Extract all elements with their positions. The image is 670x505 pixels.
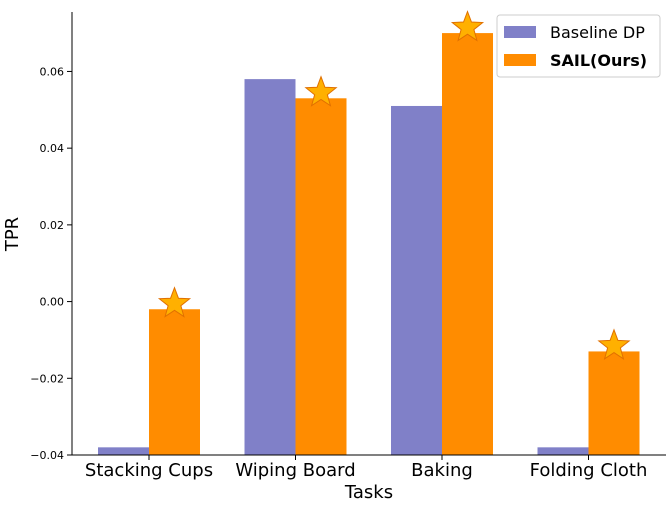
- bar-baseline-dp-folding-cloth: [537, 447, 589, 455]
- legend-swatch-sail-ours: [504, 54, 536, 66]
- x-tick-label-folding-cloth: Folding Cloth: [530, 460, 648, 481]
- x-ticks-group: Stacking Cups Wiping Board Baking Folding C…: [85, 455, 647, 481]
- bar-sail-ours-wiping-board: [295, 98, 347, 455]
- y-tick-label: 0.00: [40, 296, 65, 309]
- bar-sail-ours-baking: [442, 33, 493, 455]
- legend-label-sail-ours: SAIL(Ours): [550, 51, 647, 70]
- y-tick-label: 0.04: [40, 142, 65, 155]
- star-marker-stacking-cups: [157, 286, 192, 318]
- x-tick-label-baking: Baking: [411, 460, 473, 481]
- bar-sail-ours-folding-cloth: [588, 351, 640, 455]
- x-tick-label-wiping-board: Wiping Board: [235, 460, 355, 481]
- bar-baseline-dp-baking: [391, 105, 442, 455]
- star-marker-baking: [450, 10, 485, 42]
- y-tick-label: −0.04: [30, 449, 64, 462]
- x-axis-title: Tasks: [344, 482, 393, 503]
- star-marker-folding-cloth: [597, 328, 631, 360]
- y-axis-title: TPR: [2, 217, 23, 252]
- x-tick-label-stacking-cups: Stacking Cups: [85, 460, 213, 481]
- legend-swatch-baseline-dp: [504, 26, 536, 38]
- y-tick-label: 0.02: [40, 219, 65, 232]
- bars-group: [98, 33, 640, 455]
- bar-baseline-dp-wiping-board: [244, 79, 296, 455]
- legend-frame: [496, 14, 661, 78]
- y-ticks-group: −0.04 −0.02 0.00 0.02 0.04 0.06: [30, 65, 72, 462]
- legend: Baseline DP SAIL(Ours): [496, 14, 661, 78]
- star-marker-wiping-board: [304, 75, 338, 107]
- axes-group: [71, 12, 666, 456]
- bar-baseline-dp-stacking-cups: [98, 447, 149, 455]
- legend-label-baseline-dp: Baseline DP: [550, 23, 645, 42]
- y-tick-label: 0.06: [40, 65, 65, 78]
- star-markers-group: [157, 10, 631, 360]
- y-tick-label: −0.02: [30, 372, 64, 385]
- bar-sail-ours-stacking-cups: [149, 309, 200, 455]
